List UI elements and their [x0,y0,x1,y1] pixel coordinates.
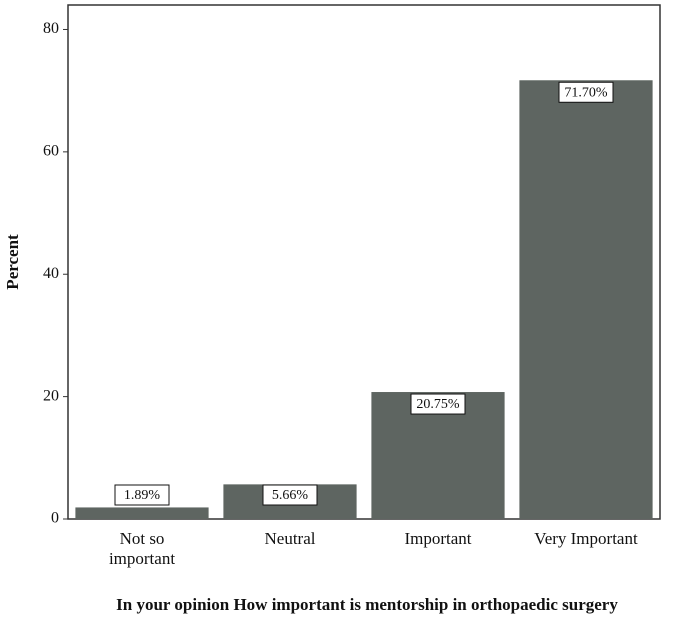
bar [519,80,653,519]
y-axis-title: Percent [3,234,22,290]
y-tick-label: 40 [43,265,59,282]
y-tick-label: 80 [43,20,59,37]
x-tick-label: Neutral [264,529,316,548]
data-label-box [114,484,170,506]
bar [75,507,209,519]
data-label: 20.75% [416,397,460,412]
x-axis-title: In your opinion How important is mentors… [116,595,618,614]
plot-frame [67,4,661,520]
x-tick-label: Important [404,529,472,548]
data-label-box [410,393,466,415]
data-label: 1.89% [124,488,161,503]
y-tick-label: 0 [51,510,59,527]
y-tick-label: 60 [43,143,59,160]
data-label-box [262,484,318,506]
data-label: 71.70% [564,85,608,100]
x-tick-label: Very Important [534,529,638,548]
y-tick-label: 20 [43,387,59,404]
data-label: 5.66% [272,488,309,503]
data-label-box [558,81,614,103]
x-tick-label: Not so important [108,529,176,568]
